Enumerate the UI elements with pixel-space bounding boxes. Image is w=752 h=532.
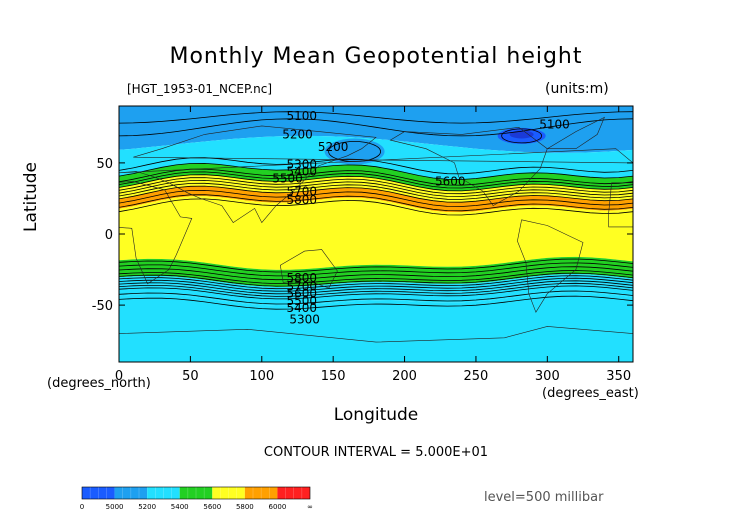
contour-line bbox=[119, 295, 633, 310]
contour-line bbox=[119, 270, 633, 285]
contour-label: 5700 bbox=[286, 184, 317, 198]
low-center-pacific bbox=[324, 138, 385, 165]
contour-line bbox=[119, 198, 633, 216]
contour-label: 5100 bbox=[539, 117, 570, 131]
colorbar-swatch bbox=[277, 487, 310, 499]
contour-line bbox=[119, 194, 633, 212]
contour-label: 5600 bbox=[435, 174, 466, 188]
height-band bbox=[119, 174, 633, 203]
y-tick-label: 0 bbox=[105, 228, 113, 243]
y-tick-label: 50 bbox=[96, 157, 113, 172]
coastline-africa bbox=[119, 181, 193, 285]
colorbar-frame bbox=[81, 486, 311, 500]
chart-title: Monthly Mean Geopotential height bbox=[169, 44, 583, 69]
contour-line bbox=[119, 111, 633, 124]
contour-line bbox=[119, 282, 633, 297]
contour-line bbox=[119, 280, 633, 295]
contour-line bbox=[119, 185, 633, 203]
coastline-antarctica bbox=[119, 326, 633, 362]
x-tick-label: 100 bbox=[249, 369, 274, 384]
x-tick-label: 50 bbox=[182, 369, 199, 384]
contour-label: 5800 bbox=[286, 271, 317, 285]
contour-line bbox=[501, 128, 543, 144]
colorbar-tick-label: 5600 bbox=[203, 503, 221, 511]
x-tick-label: 250 bbox=[464, 369, 489, 384]
height-band bbox=[119, 186, 633, 213]
y-axis-label: Latitude bbox=[21, 162, 41, 232]
contour-line bbox=[119, 262, 633, 277]
coastline-north-america bbox=[389, 126, 548, 206]
contour-line bbox=[119, 258, 633, 273]
contour-label: 5100 bbox=[286, 109, 317, 123]
file-label: [HGT_1953-01_NCEP.nc] bbox=[127, 82, 273, 96]
contour-label: 5200 bbox=[318, 140, 349, 154]
contour-label: 5800 bbox=[286, 193, 317, 207]
coastline-greenland bbox=[546, 116, 605, 149]
colorbar-tick-label: 5200 bbox=[138, 503, 156, 511]
contour-label: 5600 bbox=[286, 287, 317, 301]
colorbar-tick-label: ∞ bbox=[307, 503, 313, 511]
contour-label: 5300 bbox=[286, 157, 317, 171]
x-axis-label: Longitude bbox=[333, 405, 419, 425]
height-band bbox=[119, 274, 633, 296]
colorbar-swatch bbox=[244, 487, 278, 499]
contour-label: 5300 bbox=[289, 312, 320, 326]
coastline-australia bbox=[279, 249, 338, 289]
height-band bbox=[119, 163, 633, 191]
units-label: (units:m) bbox=[545, 81, 609, 97]
contour-line bbox=[119, 171, 633, 189]
contour-line bbox=[119, 272, 633, 287]
colorbar-swatch bbox=[82, 487, 115, 499]
contour-line bbox=[119, 174, 633, 192]
contour-line bbox=[119, 168, 633, 186]
colorbar-tick-label: 6000 bbox=[269, 503, 287, 511]
level-label: level=500 millibar bbox=[484, 490, 604, 505]
contour-interval-label: CONTOUR INTERVAL = 5.000E+01 bbox=[263, 445, 489, 460]
colorbar-swatch bbox=[147, 487, 180, 499]
low-core-canada bbox=[509, 130, 534, 139]
x-tick-label: 350 bbox=[606, 369, 631, 384]
contour-line bbox=[119, 157, 633, 175]
coastline-south-america bbox=[517, 219, 584, 313]
contour-line bbox=[119, 285, 633, 300]
contour-label: 5200 bbox=[282, 127, 313, 141]
contour-line bbox=[119, 182, 633, 200]
x-tick-label: 150 bbox=[321, 369, 346, 384]
coastline-africa-west bbox=[608, 182, 633, 228]
contour-line bbox=[119, 179, 633, 197]
x-tick-label: 0 bbox=[115, 369, 123, 384]
height-band bbox=[119, 292, 633, 362]
contour-line bbox=[119, 277, 633, 292]
coastline-eurasia bbox=[119, 125, 633, 224]
contour-line bbox=[119, 290, 633, 305]
contour-label: 5500 bbox=[272, 172, 303, 186]
colorbar-swatch bbox=[114, 487, 148, 499]
colorbar-tick-label: 5800 bbox=[236, 503, 254, 511]
contour-line bbox=[119, 189, 633, 207]
colorbar-tick-label: 5400 bbox=[171, 503, 189, 511]
x-tick-label: 200 bbox=[392, 369, 417, 384]
x-tick-label: 300 bbox=[535, 369, 560, 384]
colorbar-swatch bbox=[212, 487, 245, 499]
contour-line bbox=[119, 275, 633, 290]
contour-label: 5400 bbox=[286, 164, 317, 178]
colorbar-tick-label: 5000 bbox=[106, 503, 124, 511]
contour-label: 5400 bbox=[286, 301, 317, 315]
y-tick-label: -50 bbox=[92, 299, 113, 314]
height-band bbox=[119, 196, 633, 270]
colorbar-tick-label: 0 bbox=[80, 503, 84, 511]
colorbar-swatch bbox=[179, 487, 213, 499]
contour-line bbox=[119, 162, 633, 180]
x-axis-unit: (degrees_east) bbox=[542, 386, 639, 401]
contour-line bbox=[119, 177, 633, 195]
contour-line bbox=[119, 118, 633, 137]
contour-line bbox=[119, 266, 633, 281]
contour-label: 5700 bbox=[286, 280, 317, 294]
contour-label: 5500 bbox=[286, 294, 317, 308]
y-axis-unit: (degrees_north) bbox=[47, 376, 151, 391]
